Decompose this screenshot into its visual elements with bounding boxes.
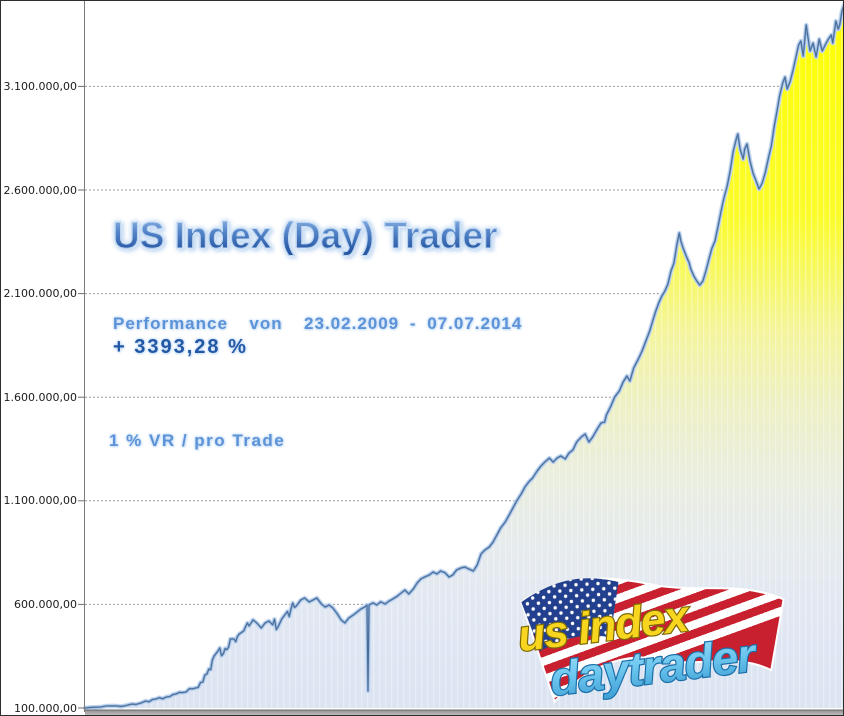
axes: [78, 1, 843, 715]
page-title: US Index (Day) Trader: [113, 215, 499, 257]
equity-line: [82, 1, 843, 711]
y-axis-tick-label: 1.600.000,00: [3, 390, 77, 404]
y-axis-tickmarks: [78, 85, 85, 709]
flag-stars: [521, 578, 619, 652]
us-flag-icon: [520, 577, 785, 704]
y-axis-tick-label: 600.000,00: [14, 597, 77, 611]
performance-period-label: Performance von 23.02.2009 - 07.07.2014: [113, 314, 523, 333]
risk-per-trade-label: 1 % VR / pro Trade: [109, 431, 286, 450]
x-axis-band: [85, 710, 843, 715]
y-axis-labels: 3.100.000,00 2.600.000,00 2.100.000,00 1.60…: [1, 1, 79, 715]
equity-area-fill: [85, 8, 843, 708]
y-axis-tick-label: 100.000,00: [14, 701, 77, 715]
y-axis-tick-label: 1.100.000,00: [3, 494, 77, 508]
us-index-daytrader-logo: us index daytrader: [514, 577, 785, 707]
y-axis-tick-label: 2.600.000,00: [3, 183, 77, 197]
y-axis-tick-label: 3.100.000,00: [3, 79, 77, 93]
performance-value: + 3393,28 %: [113, 336, 248, 358]
y-axis-tick-label: 2.100.000,00: [3, 287, 77, 301]
